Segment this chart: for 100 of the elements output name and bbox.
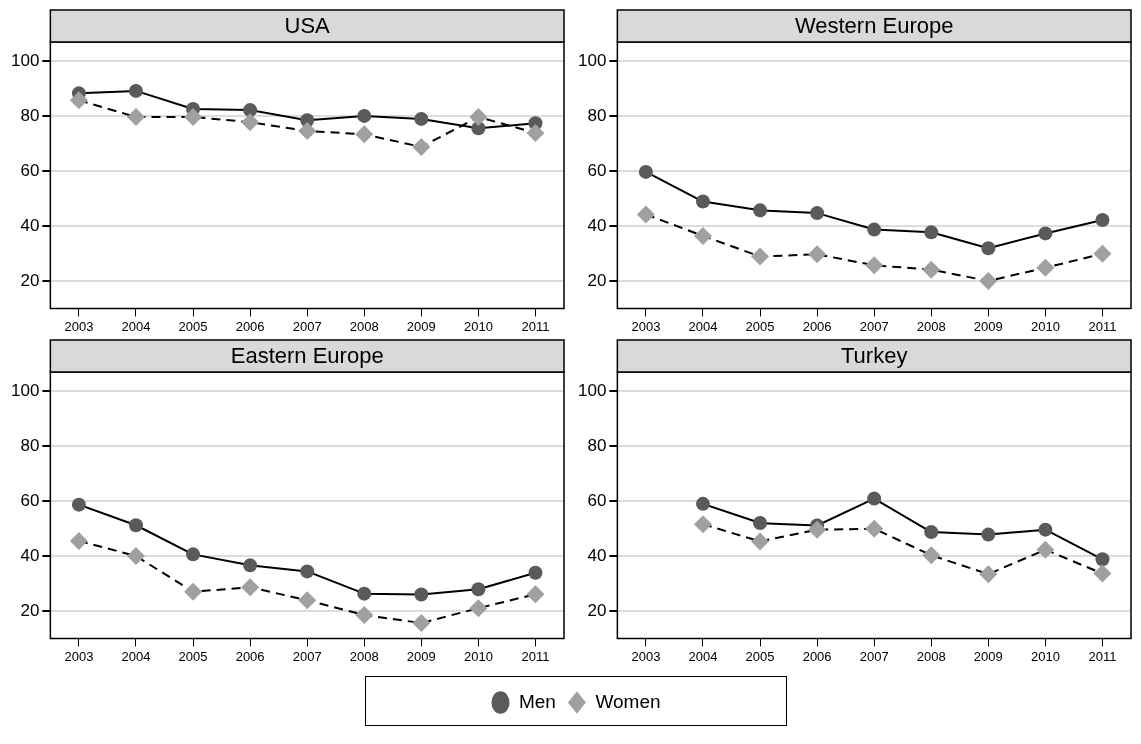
x-tick-label: 2004 (688, 318, 718, 334)
y-tick-label: 20 (20, 600, 40, 620)
point (528, 565, 543, 580)
y-tick-label: 60 (20, 160, 40, 180)
point (412, 137, 431, 156)
x-tick-label: 2007 (859, 648, 889, 664)
x-tick-label: 2009 (973, 318, 1003, 334)
point (243, 558, 258, 573)
point (693, 226, 712, 245)
point (865, 256, 884, 275)
y-tick-label: 20 (20, 270, 40, 290)
y-tick-label: 80 (587, 435, 607, 455)
point (1093, 564, 1112, 583)
point (355, 125, 374, 144)
x-tick-label: 2009 (406, 318, 436, 334)
x-tick-label: 2005 (178, 318, 208, 334)
point (128, 518, 143, 533)
point (126, 107, 145, 126)
chart-title: Turkey (840, 343, 908, 369)
point (1036, 540, 1055, 559)
x-tick-label: 2008 (349, 648, 379, 664)
point (1038, 226, 1053, 241)
point (126, 547, 145, 566)
x-tick-label: 2004 (121, 318, 151, 334)
point (865, 519, 884, 538)
point (300, 564, 315, 579)
x-tick-label: 2004 (688, 648, 718, 664)
point (924, 525, 939, 540)
point (979, 271, 998, 290)
x-tick-label: 2005 (745, 318, 775, 334)
point (638, 164, 653, 179)
point (979, 565, 998, 584)
x-tick-label: 2008 (916, 318, 946, 334)
x-tick-label: 2008 (916, 648, 946, 664)
point (924, 225, 939, 240)
point (1093, 244, 1112, 263)
point (753, 516, 768, 531)
legend-label: Men (518, 690, 556, 712)
point (69, 531, 88, 550)
point (810, 206, 825, 221)
point (867, 222, 882, 237)
x-tick-label: 2003 (64, 318, 94, 334)
point (751, 532, 770, 551)
y-tick-label: 20 (587, 270, 607, 290)
point (751, 247, 770, 266)
legend-label: Women (594, 690, 661, 712)
y-tick-label: 20 (587, 600, 607, 620)
x-tick-label: 2010 (463, 318, 493, 334)
x-tick-label: 2005 (178, 648, 208, 664)
x-tick-label: 2007 (292, 318, 322, 334)
point (695, 496, 710, 511)
y-tick-label: 40 (587, 545, 607, 565)
x-tick-label: 2011 (521, 648, 550, 664)
y-tick-label: 40 (20, 215, 40, 235)
x-tick-label: 2007 (292, 648, 322, 664)
point (981, 527, 996, 542)
point (753, 203, 768, 218)
point (471, 582, 486, 597)
point (298, 591, 317, 610)
x-tick-label: 2006 (802, 648, 832, 664)
point (355, 606, 374, 625)
point (241, 578, 260, 597)
y-tick-label: 100 (577, 380, 607, 400)
y-tick-label: 60 (587, 160, 607, 180)
x-tick-label: 2003 (631, 318, 661, 334)
point (867, 491, 882, 506)
point (71, 497, 86, 512)
x-tick-label: 2008 (349, 318, 379, 334)
x-tick-label: 2003 (631, 648, 661, 664)
point (469, 107, 488, 126)
y-tick-label: 100 (577, 50, 607, 70)
x-tick-label: 2004 (121, 648, 151, 664)
point (808, 245, 827, 264)
point (357, 586, 372, 601)
x-tick-label: 2009 (406, 648, 436, 664)
y-tick-label: 60 (587, 490, 607, 510)
point (128, 83, 143, 98)
point (636, 205, 655, 224)
point (241, 113, 260, 132)
y-tick-label: 100 (10, 50, 40, 70)
x-tick-label: 2011 (521, 318, 550, 334)
x-tick-label: 2009 (973, 648, 1003, 664)
chart-title: Western Europe (794, 13, 954, 39)
point (414, 111, 429, 126)
point (243, 103, 258, 118)
point (469, 599, 488, 618)
point (186, 547, 201, 562)
y-tick-label: 80 (20, 435, 40, 455)
point (1038, 522, 1053, 537)
point (922, 260, 941, 279)
y-tick-label: 80 (587, 105, 607, 125)
x-tick-label: 2005 (745, 648, 775, 664)
chart-title: Eastern Europe (230, 343, 384, 369)
y-tick-label: 80 (20, 105, 40, 125)
x-tick-label: 2010 (1030, 648, 1060, 664)
chart-title: USA (284, 13, 331, 39)
x-tick-label: 2006 (235, 648, 265, 664)
point (526, 123, 545, 142)
point (808, 520, 827, 539)
point (412, 614, 431, 633)
